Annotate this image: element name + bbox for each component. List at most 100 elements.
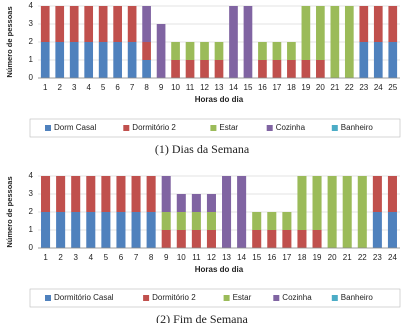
legend-label: Cozinha	[276, 123, 306, 132]
x-tick-label: 14	[237, 253, 246, 262]
bar-segment	[40, 42, 50, 78]
bar-segment	[176, 230, 186, 248]
legend-box	[29, 118, 401, 138]
x-tick-label: 2	[57, 83, 62, 92]
bar-segment	[301, 60, 311, 78]
x-tick-label: 24	[388, 253, 397, 262]
bar-segment	[372, 176, 382, 212]
bar-segment	[387, 176, 397, 212]
x-tick-label: 9	[159, 83, 164, 92]
bar-segment	[297, 230, 307, 248]
bar-segment	[176, 212, 186, 230]
bar-segment	[357, 176, 367, 248]
bar-segment	[191, 212, 201, 230]
bar-segment	[71, 176, 81, 212]
x-tick-label: 6	[119, 253, 124, 262]
x-tick-label: 19	[313, 253, 322, 262]
y-tick-label: 2	[29, 207, 34, 216]
bar-segment	[84, 6, 94, 42]
legend-swatch	[45, 125, 51, 131]
x-tick-label: 6	[115, 83, 120, 92]
x-tick-label: 14	[229, 83, 238, 92]
bar-segment	[316, 60, 325, 78]
bar-segment	[373, 42, 383, 78]
x-tick-label: 10	[177, 253, 186, 262]
x-tick-label: 19	[301, 83, 310, 92]
bar-segment	[272, 60, 282, 78]
y-axis-title: Número de pessoas	[5, 176, 14, 247]
x-tick-label: 22	[358, 253, 367, 262]
bar-segment	[142, 60, 151, 78]
bar-segment	[176, 194, 186, 212]
bar-segment	[214, 60, 224, 78]
bar-segment	[98, 6, 108, 42]
bar-segment	[243, 6, 253, 78]
caption: (1) Dias da Semana	[155, 142, 250, 156]
x-tick-label: 8	[144, 83, 149, 92]
bar-segment	[327, 176, 337, 248]
y-tick-label: 3	[29, 19, 34, 28]
x-tick-label: 21	[343, 253, 352, 262]
bar-segment	[101, 176, 111, 212]
bar-segment	[344, 6, 354, 78]
bar-segment	[214, 42, 224, 60]
bar-segment	[113, 6, 122, 42]
bar-segment	[342, 176, 352, 248]
x-tick-label: 18	[298, 253, 307, 262]
legend-box	[29, 288, 401, 308]
bar-segment	[171, 60, 180, 78]
legend-label: Cozinha	[282, 293, 312, 302]
bar-segment	[40, 6, 50, 42]
legend-label: Dorm Casal	[54, 123, 96, 132]
bar-segment	[84, 42, 94, 78]
bar-segment	[359, 42, 369, 78]
bar-segment	[161, 230, 171, 248]
bar-segment	[287, 42, 296, 60]
y-tick-label: 1	[29, 55, 34, 64]
bar-segment	[127, 6, 137, 42]
y-tick-label: 3	[29, 189, 34, 198]
x-tick-label: 24	[374, 83, 383, 92]
x-tick-label: 12	[207, 253, 216, 262]
bar-segment	[156, 24, 166, 78]
x-tick-label: 1	[43, 253, 48, 262]
bar-segment	[252, 230, 262, 248]
x-tick-label: 21	[330, 83, 339, 92]
x-tick-label: 15	[244, 83, 253, 92]
bar-segment	[316, 6, 325, 60]
x-axis-title: Horas do dia	[195, 265, 244, 274]
x-tick-label: 18	[287, 83, 296, 92]
bar-segment	[373, 6, 383, 42]
x-tick-label: 1	[43, 83, 48, 92]
bar-segment	[387, 212, 397, 248]
bar-segment	[206, 212, 216, 230]
bar-segment	[161, 176, 171, 212]
bar-segment	[98, 42, 108, 78]
bar-segment	[41, 212, 51, 248]
y-tick-label: 0	[29, 243, 34, 252]
bar-segment	[185, 60, 195, 78]
legend-label: Banheiro	[341, 123, 374, 132]
bar-segment	[222, 176, 232, 248]
bar-segment	[258, 60, 267, 78]
x-tick-label: 16	[258, 83, 267, 92]
bar-segment	[237, 176, 247, 248]
x-tick-label: 5	[101, 83, 106, 92]
legend-label: Banheiro	[341, 293, 374, 302]
x-tick-label: 17	[272, 83, 281, 92]
bar-segment	[116, 176, 126, 212]
bar-segment	[41, 176, 51, 212]
bar-segment	[359, 6, 369, 42]
x-tick-label: 8	[149, 253, 154, 262]
legend-label: Estar	[233, 293, 252, 302]
x-tick-label: 2	[58, 253, 63, 262]
x-tick-label: 5	[104, 253, 109, 262]
bar-segment	[113, 42, 122, 78]
legend-label: Estar	[219, 123, 238, 132]
x-tick-label: 4	[86, 83, 91, 92]
x-tick-label: 13	[215, 83, 224, 92]
bar-segment	[71, 212, 81, 248]
y-tick-label: 0	[29, 73, 34, 82]
legend-swatch	[273, 295, 280, 301]
bar-segment	[312, 176, 322, 230]
